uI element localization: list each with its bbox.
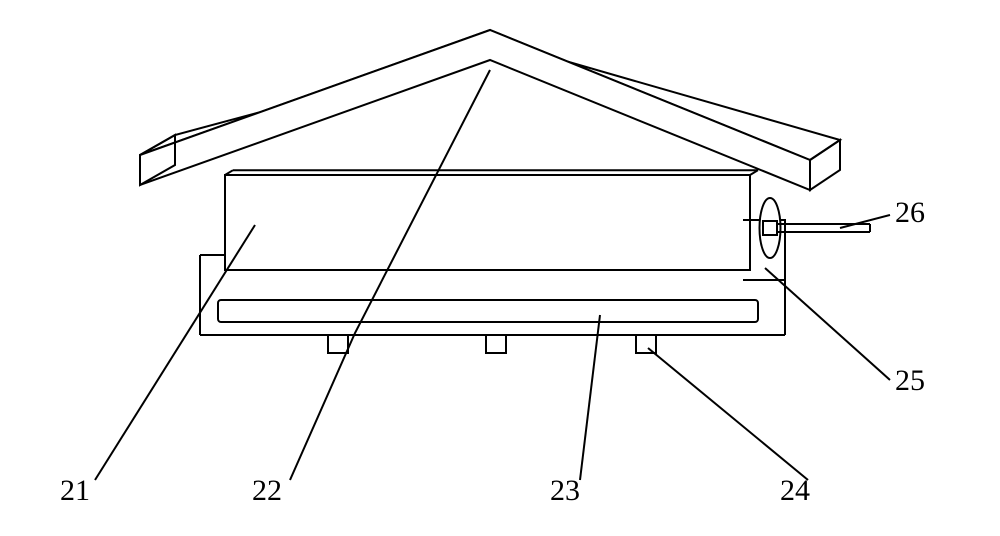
label-24: 24 — [780, 474, 810, 507]
label-21: 21 — [60, 474, 90, 507]
leader-23 — [580, 315, 600, 480]
label-22: 22 — [252, 474, 282, 507]
peg-1 — [328, 335, 348, 353]
tray-inner-shelf — [218, 300, 758, 322]
leader-25 — [765, 268, 890, 380]
leader-26 — [840, 215, 890, 228]
peg-2 — [486, 335, 506, 353]
roof-front-face — [140, 30, 810, 190]
label-26: 26 — [895, 196, 925, 229]
roof-right-top-face — [490, 30, 840, 160]
leader-24 — [648, 348, 808, 480]
roof-right-end-face — [810, 140, 840, 190]
label-25: 25 — [895, 364, 925, 397]
label-23: 23 — [550, 474, 580, 507]
peg-3 — [636, 335, 656, 353]
leader-21 — [95, 225, 255, 480]
engineering-diagram: 21 22 23 24 25 26 — [0, 0, 1000, 536]
upper-box-front — [225, 175, 750, 270]
leader-22 — [290, 70, 490, 480]
